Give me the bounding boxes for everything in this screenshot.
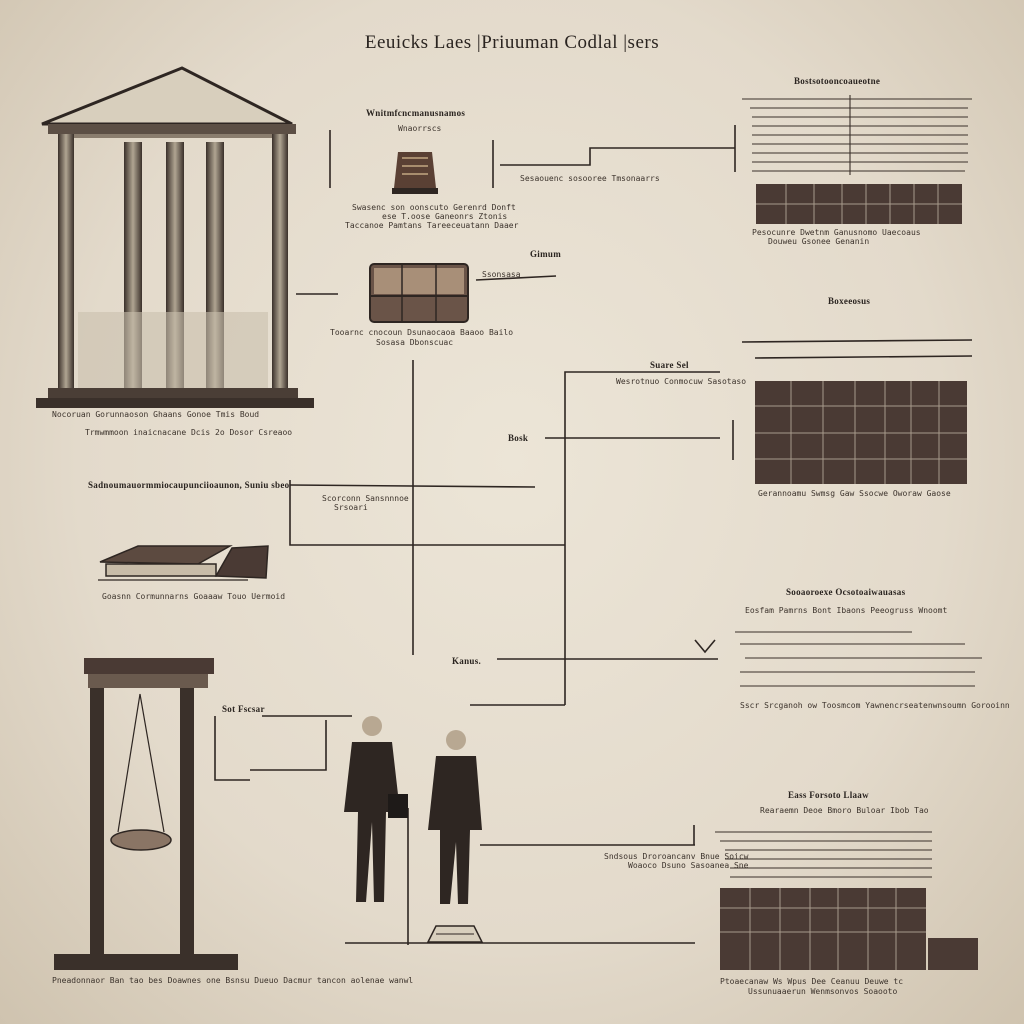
- kanus-label: Kanus.: [452, 656, 482, 666]
- pot-caption-2: ese T.oose Ganeonrs Ztonis: [382, 212, 508, 221]
- mid-heading: Sadnoumauormmiocaupunciioaunon, Suniu sb…: [88, 480, 290, 490]
- right-mid-subheading: Eosfam Pamrns Bont Ibaons Peeogruss Wnoo…: [745, 606, 948, 615]
- book-icon: [98, 545, 269, 581]
- top-right-caption-2: Douweu Gsonee Genanin: [768, 237, 870, 246]
- page-title: Eeuicks Laes |Priuuman Codlal |sers: [364, 32, 660, 53]
- book-caption: Goasnn Cormunnarns Goaaaw Touo Uermoid: [102, 592, 286, 601]
- gavel-icon: [426, 925, 484, 943]
- chest-icon: [369, 263, 469, 323]
- bottom-left-caption: Pneadonnaor Ban tao bes Doawnes one Bsns…: [52, 976, 414, 985]
- scale-label-name: Suare Sel: [650, 360, 689, 370]
- temple-icon: [36, 66, 314, 408]
- bottom-right-block-table: [720, 888, 978, 970]
- mid-subheading-2: Srsoari: [334, 503, 368, 512]
- scale-box-heading: Sot Fscsar: [222, 704, 265, 714]
- men-caption-2: Woaoco Dsuno Sasoanea Sne: [628, 861, 749, 870]
- pot-subheading: Wnaorrscs: [398, 124, 442, 133]
- bottom-right-heading: Eass Forsoto Llaaw: [788, 790, 869, 800]
- right-mid-caption: Sscr Srcganoh ow Toosmcom Yawnencrseaten…: [740, 701, 1010, 710]
- bottom-right-caption-2: Ussunuaaerun Wenmsonvos Soaooto: [748, 987, 898, 996]
- pot-caption-1: Swasenc son oonscuto Gerenrd Donft: [352, 203, 516, 212]
- pot-caption-3: Taccanoe Pamtans Tareeceuatann Daaer: [345, 221, 519, 230]
- mid-subheading-1: Scorconn Sansnnnoe: [322, 494, 409, 503]
- right-mid-heading: Sooaoroexe Ocsotoaiwauasas: [786, 587, 906, 597]
- right-block-table: [755, 381, 967, 484]
- bottom-right-caption-1: Ptoaecanaw Ws Wpus Dee Ceanuu Deuwe tc: [720, 977, 904, 986]
- governance-label: Boxeeosus: [828, 296, 871, 306]
- top-right-heading: Bostsotooncoaueotne: [794, 76, 881, 86]
- top-right-caption-1: Pesocunre Dwetnm Ganusnomo Uaecoaus: [752, 228, 921, 237]
- chest-caption-2: Sosasa Dbonscuac: [376, 338, 454, 347]
- right-block-caption: Gerannoamu Swmsg Gaw Ssocwe Oworaw Gaose: [758, 489, 951, 498]
- two-men-illustration: [344, 716, 482, 904]
- chest-caption-1: Tooarnc cnocoun Dsunaocaoa Baaoo Bailo: [330, 328, 514, 337]
- temple-caption-1: Nocoruan Gorunnaoson Ghaans Gonoe Tmis B…: [52, 410, 260, 419]
- chest-heading: Gimum: [530, 249, 562, 259]
- temple-caption-2: Trmwmmoon inaicnacane Dcis 2o Dosor Csre…: [85, 428, 293, 437]
- scale-label-caption: Wesrotnuo Conmocuw Sasotaso: [616, 377, 747, 386]
- bork-label: Bosk: [508, 433, 529, 443]
- pot-heading: Wnitmfcncmanusnamos: [366, 108, 466, 118]
- chest-tag: Ssonsasa: [482, 270, 521, 279]
- label-top: Sesaouenc sosooree Tmsonaarrs: [520, 174, 660, 183]
- top-right-block-table: [756, 184, 962, 224]
- scale-icon: [54, 658, 238, 970]
- bottom-right-subheading: Rearaemn Deoe Bmoro Buloar Ibob Tao: [760, 806, 929, 815]
- pot-icon: [392, 152, 438, 194]
- men-caption-1: Sndsous Droroancanv Bnue Soicw: [604, 852, 749, 861]
